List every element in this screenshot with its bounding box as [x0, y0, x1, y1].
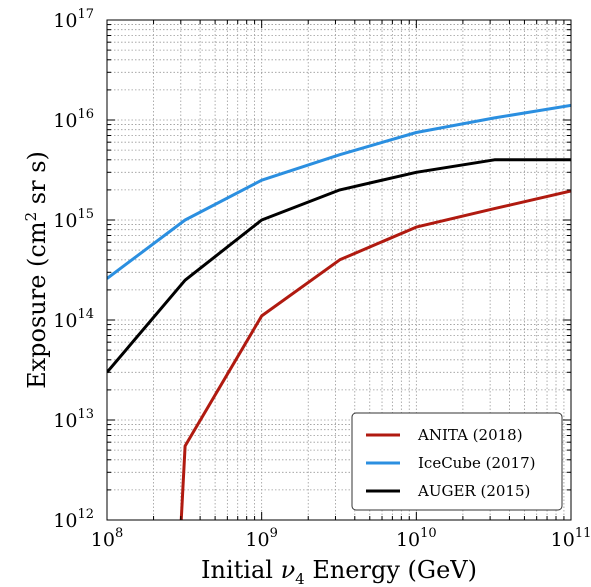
plot-frame [106, 19, 572, 521]
y-axis-title: Exposure (cm2 sr s) [22, 151, 51, 389]
y-axis-title-prefix: Exposure (cm [23, 221, 51, 389]
legend-box [351, 412, 563, 511]
y-tick-label-base: 10 [53, 310, 77, 332]
legend: ANITA (2018) IceCube (2017) AUGER (2015) [351, 412, 563, 511]
series-layer [107, 103, 571, 520]
y-tick-label-exponent: 12 [77, 507, 94, 522]
series-line-2 [107, 158, 571, 374]
x-tick-label-base: 10 [551, 529, 575, 551]
x-tick-label-base: 10 [91, 529, 115, 551]
x-tick-label: 108 [91, 526, 123, 551]
x-tick-label-exponent: 9 [270, 526, 278, 541]
y-tick-label-exponent: 17 [77, 7, 94, 22]
x-axis-title-prefix: Initial [201, 556, 281, 584]
y-tick-label: 1017 [53, 7, 94, 32]
y-tick-label-base: 10 [53, 410, 77, 432]
y-tick-label-exponent: 14 [77, 307, 94, 322]
legend-label-auger: AUGER (2015) [417, 482, 530, 500]
y-tick-label: 1012 [53, 507, 94, 532]
series-line-0 [179, 189, 571, 520]
y-tick-label-exponent: 15 [77, 207, 94, 222]
x-axis-title-symbol: ν [281, 556, 296, 584]
y-tick-label: 1014 [53, 307, 94, 332]
x-tick-label: 1011 [551, 526, 591, 551]
y-axis-title-suffix: sr s) [23, 151, 51, 212]
x-tick-label-exponent: 8 [115, 526, 123, 541]
y-tick-label: 1015 [53, 207, 94, 232]
x-tick-label-base: 10 [396, 529, 420, 551]
y-tick-label: 1016 [53, 107, 94, 132]
y-tick-label-exponent: 13 [77, 407, 94, 422]
y-tick-label-base: 10 [53, 510, 77, 532]
y-tick-label-exponent: 16 [77, 107, 94, 122]
legend-label-anita: ANITA (2018) [417, 426, 523, 444]
y-axis-title-superscript: 2 [22, 212, 40, 222]
x-axis-title: Initial ν4 Energy (GeV) [201, 556, 477, 587]
x-tick-label: 109 [245, 526, 277, 551]
x-axis-title-suffix: Energy (GeV) [305, 556, 477, 584]
x-tick-label-exponent: 11 [575, 526, 591, 541]
y-tick-label-base: 10 [53, 10, 77, 32]
y-tick-label: 1013 [53, 407, 94, 432]
y-tick-label-base: 10 [53, 210, 77, 232]
x-axis-title-subscript: 4 [295, 570, 305, 587]
legend-label-icecube: IceCube (2017) [418, 454, 535, 472]
x-tick-label-base: 10 [245, 529, 269, 551]
series-line-1 [107, 103, 571, 280]
y-tick-label-base: 10 [53, 110, 77, 132]
x-tick-label: 1010 [396, 526, 437, 551]
x-tick-label-exponent: 10 [420, 526, 437, 541]
